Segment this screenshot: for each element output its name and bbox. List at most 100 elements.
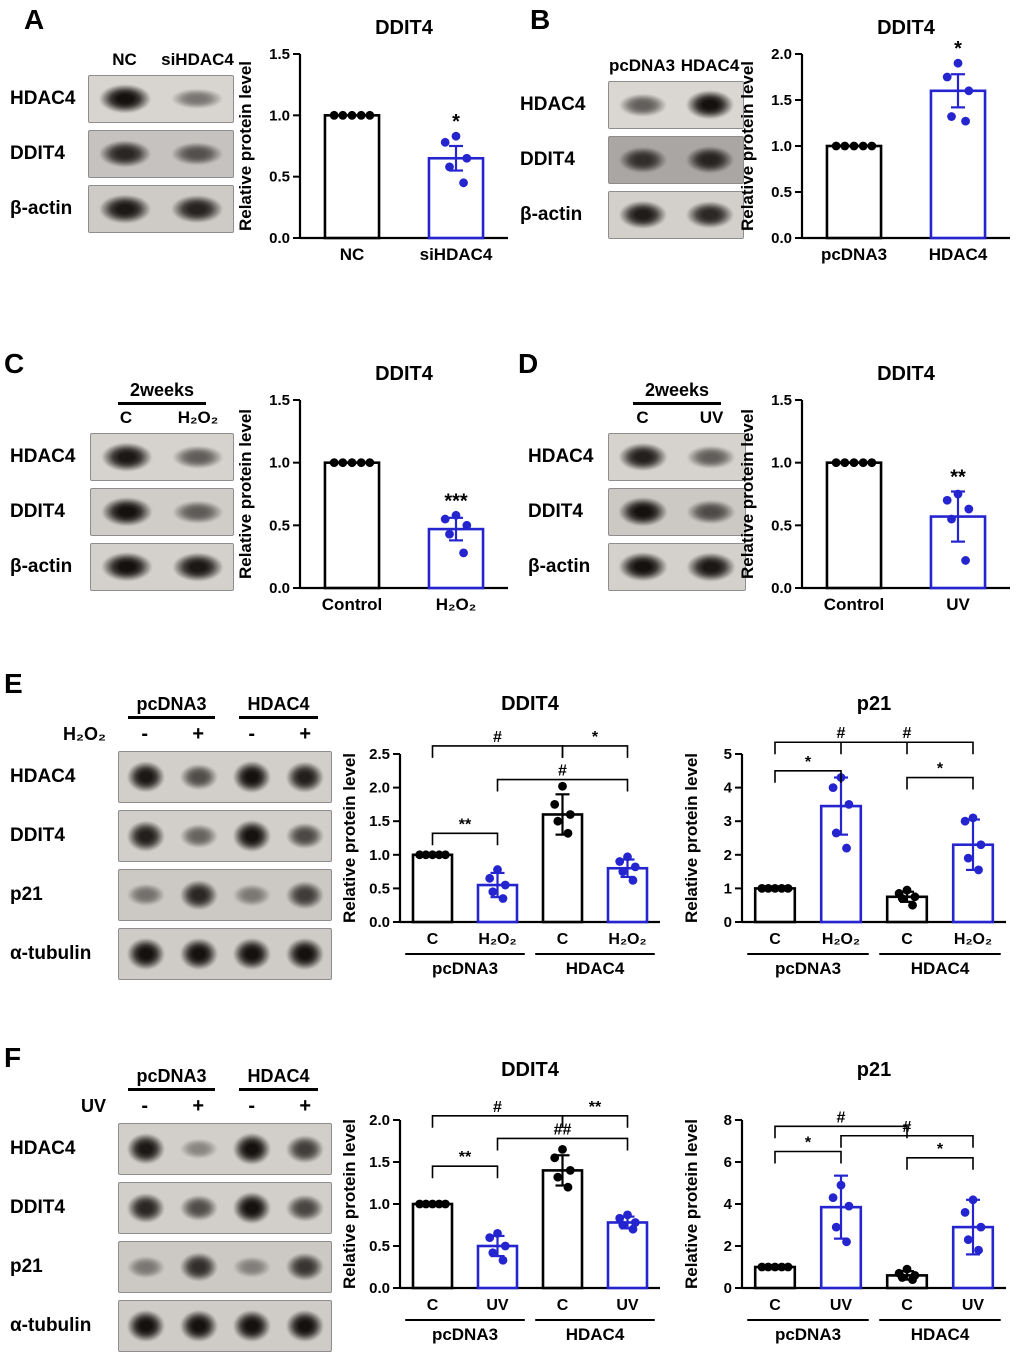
blot-row: DDIT4 (528, 488, 746, 536)
significance-bracket (906, 776, 974, 790)
data-point (961, 556, 970, 565)
group-header: pcDNA3 (118, 694, 225, 719)
blot-row: DDIT4 (10, 810, 332, 862)
western-blot-panel-c: 2weeks C H₂O₂ HDAC4 DDIT4 β-actin (10, 380, 234, 598)
significance-bracket (496, 1137, 629, 1151)
significance-label: # (493, 1099, 502, 1116)
chart-svg: p21 Relative protein level 0 1 2 3 4 5 * * # # C H₂O₂… (682, 693, 1006, 978)
data-point (902, 885, 912, 895)
y-axis-label: Relative protein level (738, 61, 757, 231)
significance-bracket (774, 1150, 842, 1164)
blot-row: HDAC4 (10, 75, 234, 123)
lane-label: HDAC4 (680, 56, 740, 75)
blot-row: DDIT4 (10, 1182, 332, 1234)
data-point (836, 1180, 846, 1190)
blot-band (685, 146, 734, 174)
blot-band (99, 194, 151, 224)
bar (427, 156, 485, 240)
data-point (421, 1199, 431, 1209)
blot-band (171, 500, 224, 524)
blot-band (618, 93, 667, 117)
western-blot-panel-d: 2weeks C UV HDAC4 DDIT4 β-actin (528, 380, 746, 598)
x-category-label: C (901, 1297, 913, 1314)
data-point (942, 495, 952, 505)
protein-label: HDAC4 (10, 766, 76, 787)
blot-band (686, 500, 736, 524)
blot-strip (118, 1241, 332, 1293)
y-tick-label: 0.5 (369, 1238, 390, 1255)
y-tick-label: 0 (724, 1280, 732, 1297)
blot-strip (118, 1182, 332, 1234)
blot-strip (608, 488, 746, 536)
y-tick-label: 0.5 (771, 517, 792, 534)
lane-label: siHDAC4 (161, 50, 234, 69)
blot-band (99, 140, 151, 168)
blot-band (232, 820, 271, 852)
treatment-sign: - (248, 723, 256, 745)
blot-band (618, 552, 668, 582)
data-point (630, 1218, 640, 1227)
y-tick-label: 2 (724, 847, 732, 864)
blot-band (126, 1310, 165, 1342)
data-point (910, 892, 920, 902)
data-point (493, 865, 502, 874)
blot-band (179, 1252, 218, 1282)
chart-svg: DDIT4 Relative protein level 0.0 0.5 1.0 1.5 2… (340, 693, 660, 978)
data-point (844, 1201, 854, 1211)
group-label: HDAC4 (566, 1325, 625, 1344)
blot-row: α-tubulin (10, 928, 332, 980)
x-category-label: Control (824, 595, 884, 614)
y-tick-label: 1.0 (369, 1196, 390, 1213)
lane-label: NC (112, 50, 137, 69)
chart-ddit4-panel-e: DDIT4 Relative protein level 0.0 0.5 1.0 1.5 2… (340, 684, 668, 1002)
y-axis-label: Relative protein level (340, 753, 359, 923)
western-blot-panel-b: pcDNA3 HDAC4 HDAC4 DDIT4 β-actin (520, 56, 744, 246)
data-point (415, 850, 425, 860)
data-point (462, 153, 472, 163)
bar (885, 895, 929, 924)
group-header: HDAC4 (225, 694, 332, 719)
x-category-label: H₂O₂ (478, 931, 516, 948)
data-point (347, 458, 357, 468)
y-tick-label: 2.5 (369, 746, 390, 763)
significance-label: * (954, 38, 962, 60)
bar (411, 1202, 454, 1290)
data-point (849, 458, 859, 468)
treatment-row: UV - + - + (10, 1095, 332, 1118)
blot-band (685, 90, 734, 120)
blot-strip (88, 185, 234, 233)
data-point (908, 900, 917, 910)
data-point (840, 141, 850, 151)
data-point (964, 504, 974, 514)
blot-lane-labels: C UV (608, 408, 746, 428)
blot-row: α-tubulin (10, 1300, 332, 1352)
treatment-row: H₂O₂ - + - + (10, 723, 332, 746)
blot-band (618, 497, 668, 527)
lane-label: pcDNA3 (608, 56, 676, 75)
bar (411, 853, 454, 924)
y-tick-label: 0.5 (771, 184, 792, 201)
blot-row: β-actin (10, 543, 234, 591)
x-category-label: UV (946, 595, 970, 614)
y-axis-label: Relative protein level (236, 409, 255, 579)
blot-row: p21 (10, 1241, 332, 1293)
protein-label: DDIT4 (10, 143, 65, 164)
protein-label: HDAC4 (10, 1138, 76, 1159)
blot-strip (118, 751, 332, 803)
chart-svg: DDIT4 Relative protein level 0.0 0.5 1.0 1.5 *… (738, 363, 1010, 614)
chart-ddit4-panel-c: DDIT4 Relative protein level 0.0 0.5 1.0 1.5 *… (236, 360, 516, 640)
data-point (338, 110, 348, 120)
chart-title: DDIT4 (877, 363, 936, 385)
significance-bracket (840, 741, 974, 755)
significance-label: # (837, 1109, 846, 1126)
significance-bracket (774, 1125, 908, 1139)
data-point (459, 178, 468, 188)
blot-row: β-actin (520, 191, 744, 239)
data-point (440, 137, 450, 147)
chart-title: DDIT4 (501, 693, 560, 715)
data-point (488, 887, 498, 897)
y-tick-label: 1.5 (269, 392, 290, 409)
blot-band (685, 201, 734, 229)
blot-strip (608, 433, 746, 481)
blot-band (285, 1135, 324, 1163)
